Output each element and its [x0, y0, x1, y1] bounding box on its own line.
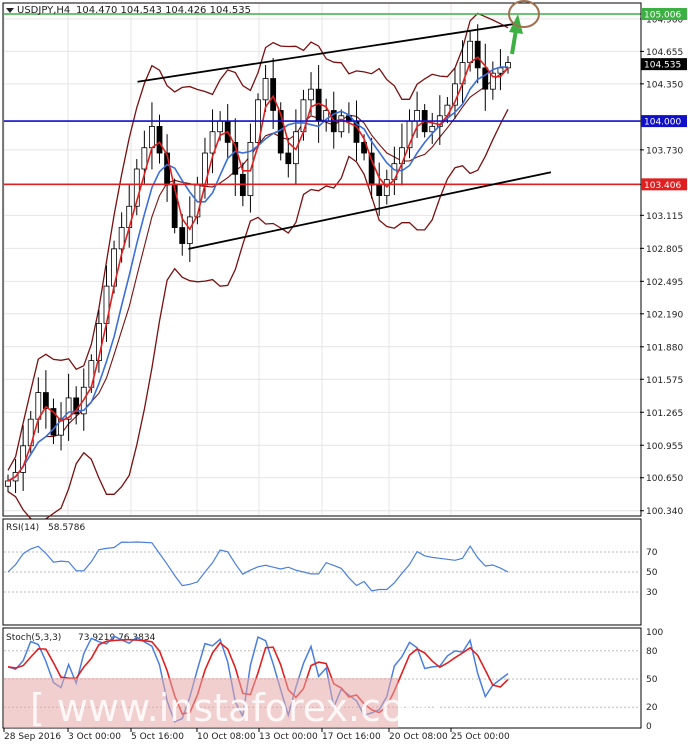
time-tick-label: 13 Oct 00:00 — [259, 732, 318, 742]
candle-body — [133, 168, 140, 207]
candle-body — [467, 40, 474, 63]
rsi-level-label: 50 — [646, 568, 658, 578]
candle-body — [149, 126, 155, 149]
watermark-band — [4, 678, 398, 728]
candle-body — [232, 141, 239, 175]
candle-body — [209, 131, 216, 154]
candle-body — [65, 397, 72, 420]
stoch-level-label: 80 — [646, 647, 658, 657]
dropdown-triangle-icon[interactable] — [6, 8, 14, 13]
time-tick-label: 28 Sep 2016 — [4, 732, 61, 742]
candle-body — [505, 62, 511, 69]
price-tick-label: 103.115 — [646, 212, 683, 222]
stoch-level-label: 100 — [646, 628, 663, 638]
time-tick-label: 17 Oct 16:00 — [322, 732, 381, 742]
stoch-level-label: 20 — [646, 703, 658, 713]
time-tick-label: 20 Oct 08:00 — [389, 732, 448, 742]
price-label-box — [641, 58, 687, 71]
ohlc-label: 104.470 104.543 104.426 104.535 — [76, 5, 251, 16]
stoch-label: Stoch(5,3,3) — [6, 633, 61, 643]
symbol-label: USDJPY,H4 — [17, 5, 70, 16]
price-tick-label: 101.575 — [646, 376, 683, 386]
candle-body — [285, 152, 292, 165]
price-box-label: 103.406 — [644, 181, 681, 191]
candle-body — [338, 115, 345, 133]
price-tick-label: 100.650 — [646, 474, 683, 484]
candle-body — [217, 120, 224, 133]
candle-body — [497, 67, 504, 74]
trendline — [137, 23, 513, 83]
candle-body — [376, 184, 383, 197]
stoch-levels: 100 80 50 20 0 — [4, 628, 663, 732]
rsi-level-label: 70 — [646, 548, 658, 558]
watermark: [ www.instaforex.com ] — [4, 678, 468, 730]
price-tick-label: 102.805 — [646, 245, 683, 255]
stoch-main-line — [7, 635, 509, 723]
price-box-label: 105.006 — [644, 11, 681, 21]
time-axis: 28 Sep 2016 3 Oct 00:00 5 Oct 16:00 10 Oct … — [3, 728, 510, 742]
rsi-label: RSI(14) — [6, 523, 39, 533]
candle-body — [270, 78, 277, 111]
price-axis: 104.960 104.655 104.350 103.730 103.115 102.8… — [640, 8, 687, 517]
price-tick-label: 104.960 — [646, 15, 683, 25]
candle-body — [141, 147, 148, 170]
time-tick-label: 10 Oct 08:00 — [197, 732, 256, 742]
candle-body — [262, 78, 269, 101]
price-box-label: 104.535 — [644, 61, 681, 71]
trendline — [188, 171, 552, 250]
rsi-value: 58.5786 — [48, 523, 85, 533]
stoch-signal-line — [7, 638, 509, 715]
price-label-box — [641, 178, 687, 191]
chart-header: USDJPY,H4 104.470 104.543 104.426 104.53… — [6, 5, 251, 16]
candle-body — [50, 408, 57, 436]
price-tick-label: 102.495 — [646, 278, 683, 288]
price-tick-label: 102.190 — [646, 310, 683, 320]
candle-body — [179, 227, 186, 244]
candle-body — [315, 88, 322, 122]
price-box-label: 104.000 — [644, 118, 681, 128]
candle-body — [96, 322, 102, 362]
candle-body — [429, 126, 436, 133]
price-tick-label: 104.350 — [646, 80, 683, 90]
time-tick-label: 5 Oct 16:00 — [131, 732, 184, 742]
time-tick-label: 3 Oct 00:00 — [68, 732, 121, 742]
stoch-level-label: 50 — [646, 675, 658, 685]
candle-body — [156, 126, 163, 154]
candle-body — [474, 40, 481, 69]
watermark-text: [ www.instaforex.com ] — [30, 686, 468, 730]
bollinger-lower — [7, 109, 509, 527]
price-tick-label: 101.880 — [646, 343, 683, 353]
price-tick-label: 100.955 — [646, 442, 683, 452]
candle-body — [414, 110, 420, 122]
target-circle — [508, 0, 540, 28]
horizontal-levels — [4, 13, 640, 186]
trendlines — [137, 23, 552, 250]
price-tick-label: 101.265 — [646, 409, 683, 419]
price-tick-label: 104.655 — [646, 48, 683, 58]
candle-body — [308, 88, 314, 101]
time-tick-label: 25 Oct 00:00 — [451, 732, 510, 742]
candle-body — [5, 480, 11, 487]
candle-body — [118, 227, 125, 250]
green-arrow — [510, 29, 518, 55]
candle-body — [482, 67, 489, 90]
rsi-levels: 70 50 30 — [4, 548, 658, 598]
rsi-level-label: 30 — [646, 588, 658, 598]
candle-body — [126, 205, 133, 228]
target-annotation — [508, 0, 540, 55]
price-tick-label: 100.340 — [646, 507, 683, 517]
bollinger-upper — [7, 12, 509, 471]
candle-body — [489, 72, 496, 90]
price-label-box — [641, 115, 687, 128]
stoch-level-label: 0 — [646, 722, 652, 732]
price-tick-label: 103.730 — [646, 146, 683, 156]
rsi-line — [7, 541, 509, 592]
price-label-box — [641, 8, 687, 21]
candle-body — [42, 392, 49, 409]
main-price-panel: USDJPY,H4 104.470 104.543 104.426 104.53… — [2, 0, 687, 527]
rsi-panel: RSI(14) 58.5786 70 50 30 — [2, 518, 658, 626]
